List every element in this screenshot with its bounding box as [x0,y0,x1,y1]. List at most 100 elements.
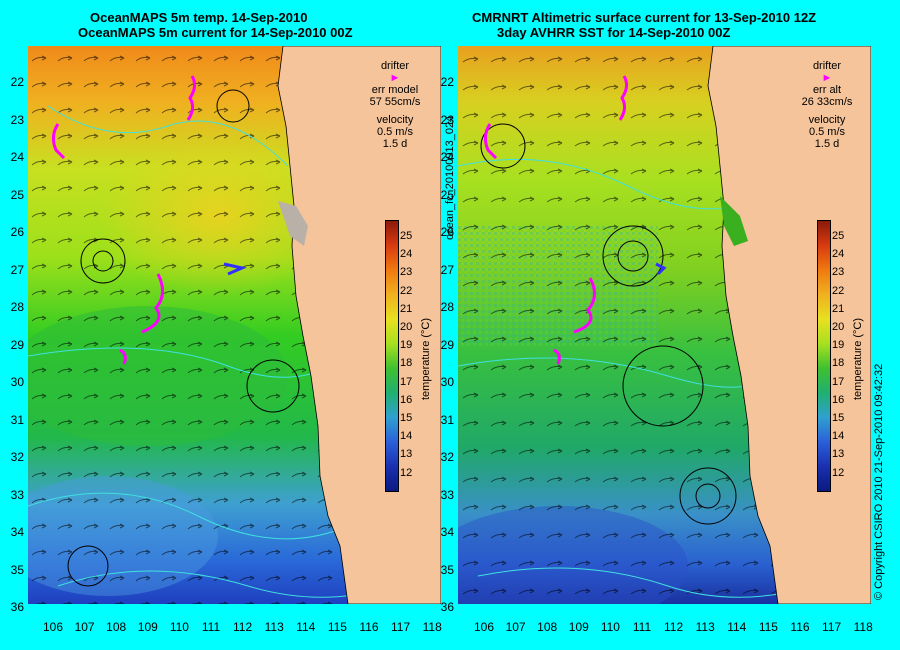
colorbar-tick-label: 25 [400,230,413,242]
left-legend: drifter ► err model 57 55cm/s velocity 0… [360,60,430,150]
colorbar-tick-label: 15 [400,412,413,424]
longitude-tick-label: 115 [758,620,778,634]
right-map [458,46,871,604]
latitude-tick-label: 24 [440,150,454,164]
velocity-duration: 1.5 d [382,138,408,150]
longitude-tick-label: 110 [600,620,620,634]
err-label: err model [371,84,419,96]
latitude-tick-label: 32 [440,450,454,464]
err-value: 57 55cm/s [369,96,421,108]
velocity-label: velocity [808,114,846,126]
colorbar-tick-label: 12 [400,466,413,479]
colorbar-tick-label: 19 [400,339,413,352]
latitude-tick-label: 23 [440,112,454,127]
colorbar-tick-label: 15 [832,412,845,424]
velocity-speed: 0.5 m/s [376,126,414,138]
colorbar-tick-label: 17 [400,375,413,388]
colorbar-tick-label: 22 [832,284,845,297]
longitude-tick-label: 118 [853,620,873,634]
longitude-tick-label: 115 [327,620,347,634]
drifter-track [141,273,164,334]
left-title-line1: OceanMAPS 5m temp. 14-Sep-2010 [90,10,308,25]
drifter-track [573,277,596,334]
latitude-tick-label: 25 [440,187,454,202]
latitude-tick-label: 29 [10,337,24,352]
latitude-tick-label: 36 [440,600,454,614]
velocity-label: velocity [376,114,414,126]
drifter-track [119,348,127,365]
longitude-tick-label: 106 [473,620,495,634]
drifter-track [618,75,629,121]
colorbar-tick-label: 16 [400,393,413,406]
longitude-tick-label: 111 [632,620,652,634]
colorbar-tick-label: 14 [832,430,845,443]
colorbar-tick-label: 23 [832,266,845,279]
latitude-tick-label: 30 [440,375,454,389]
colorbar-tick-label: 20 [832,321,845,333]
longitude-tick-label: 113 [264,620,284,634]
drifter-label: drifter [380,60,410,72]
longitude-tick-label: 107 [74,620,95,634]
err-label: err alt [812,84,842,96]
colorbar-tick-label: 22 [400,284,413,297]
right-colorbar [817,220,831,492]
latitude-tick-label: 25 [10,187,24,202]
colorbar-tick-label: 16 [832,393,845,406]
err-value: 26 33cm/s [801,96,853,108]
copyright-label: © Copyright CSIRO 2010 21-Sep-2010 09:42… [873,363,885,600]
left-map-panel [28,46,441,604]
colorbar-tick-label: 13 [400,448,413,461]
drifter-label: drifter [812,60,842,72]
longitude-tick-label: 107 [505,620,526,634]
latitude-tick-label: 26 [440,225,454,239]
drifter-track [186,75,197,121]
longitude-tick-label: 112 [664,620,684,634]
left-colorbar [385,220,399,492]
latitude-tick-label: 33 [10,487,24,502]
right-map-panel [458,46,871,604]
longitude-tick-label: 116 [790,620,810,634]
latitude-tick-label: 23 [10,112,24,127]
velocity-duration: 1.5 d [814,138,840,150]
latitude-tick-label: 22 [10,75,24,89]
longitude-tick-label: 117 [391,620,411,634]
latitude-tick-label: 31 [10,412,24,427]
latitude-tick-label: 26 [10,225,24,239]
latitude-tick-label: 29 [440,337,454,352]
latitude-tick-label: 36 [10,600,24,614]
drifter-arrow-icon: ► [389,72,401,84]
colorbar-tick-label: 18 [832,357,845,370]
right-colorbar-title: temperature (°C) [852,317,864,400]
longitude-tick-label: 114 [727,620,747,634]
right-title-line1: CMRNRT Altimetric surface current for 13… [472,10,817,25]
colorbar-tick-label: 13 [832,448,845,461]
colorbar-tick-label: 19 [832,339,845,352]
longitude-tick-label: 109 [137,620,158,634]
drifter-track [553,348,561,365]
latitude-tick-label: 32 [10,450,24,464]
longitude-tick-label: 113 [695,620,715,634]
colorbar-tick-label: 23 [400,266,413,279]
colorbar-tick-label: 18 [400,357,413,370]
latitude-tick-label: 24 [10,150,24,164]
colorbar-tick-label: 24 [832,248,845,261]
longitude-tick-label: 108 [537,620,558,634]
longitude-tick-label: 114 [296,620,316,634]
latitude-tick-label: 27 [10,262,24,277]
latitude-tick-label: 30 [10,375,24,389]
left-title-line2: OceanMAPS 5m current for 14-Sep-2010 00Z [78,25,353,40]
drifter-arrow-icon: ► [821,72,833,84]
latitude-tick-label: 22 [440,75,454,89]
longitude-tick-label: 108 [106,620,127,634]
longitude-tick-label: 118 [422,620,442,634]
latitude-tick-label: 31 [440,412,454,427]
longitude-tick-label: 116 [359,620,379,634]
longitude-tick-label: 112 [233,620,253,634]
colorbar-tick-label: 21 [400,302,413,315]
right-title-line2: 3day AVHRR SST for 14-Sep-2010 00Z [497,25,731,40]
colorbar-tick-label: 21 [832,302,845,315]
run-id-label: ocean_fc_20100913_024 [444,115,456,240]
colorbar-tick-label: 24 [400,248,413,261]
drifter-track [51,123,66,160]
longitude-tick-label: 109 [568,620,589,634]
